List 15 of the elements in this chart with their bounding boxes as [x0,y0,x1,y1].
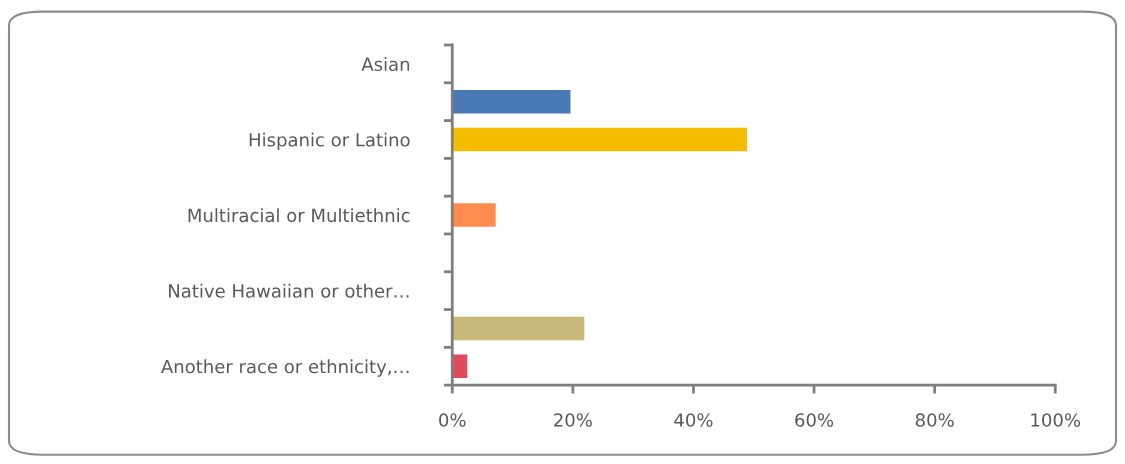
bar [452,203,496,227]
y-tick-label: Another race or ethnicity,… [161,359,409,377]
x-tick-label: 80% [915,413,954,427]
y-tick-label: Multiracial or Multiethnic [188,208,410,223]
bar [452,127,748,152]
y-tick-label: Hispanic or Latino [249,132,410,151]
x-tick-label: 40% [674,413,713,427]
y-tick-label: Native Hawaiian or other… [169,283,409,298]
bar [452,316,585,341]
x-tick-label: 60% [795,413,834,427]
bar [452,89,571,114]
x-tick-label: 20% [554,413,592,427]
y-tick-label: Asian [361,57,410,72]
x-tick-label: 100% [1031,413,1081,427]
x-tick-label: 0% [439,413,466,427]
